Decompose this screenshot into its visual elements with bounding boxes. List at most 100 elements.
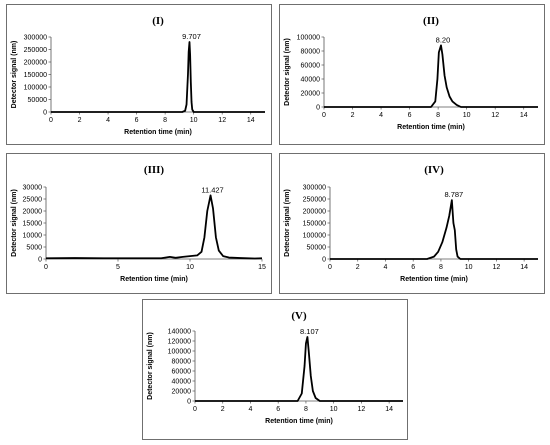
chart-2-x-tick-label: 14 xyxy=(520,112,528,119)
chart-4-x-tick-label: 6 xyxy=(411,264,415,271)
chart-1-x-tick-label: 14 xyxy=(247,117,255,124)
chart-panel-2 xyxy=(279,4,545,145)
chart-2-x-tick-label: 6 xyxy=(408,112,412,119)
chart-1-x-axis-title: Retention time (min) xyxy=(124,129,192,136)
chart-3-x-tick-label: 10 xyxy=(186,264,194,271)
chart-3-y-tick-label: 20000 xyxy=(23,208,43,215)
chart-3-peak-label: 11.427 xyxy=(201,185,223,194)
chart-2-x-tick-label: 4 xyxy=(379,112,383,119)
chart-panel-5 xyxy=(142,299,408,440)
chart-2-peak-label: 8.20 xyxy=(436,35,451,44)
chart-4-y-tick-label: 150000 xyxy=(303,220,326,227)
chart-4-x-tick-label: 14 xyxy=(520,264,528,271)
chart-4-x-tick-label: 12 xyxy=(493,264,501,271)
chart-5-x-tick-label: 10 xyxy=(330,406,338,413)
chart-5-y-tick-label: 140000 xyxy=(168,328,191,335)
chart-5-x-tick-label: 4 xyxy=(249,406,253,413)
chart-3-x-tick-label: 15 xyxy=(258,264,266,271)
chart-3-x-tick-label: 0 xyxy=(44,264,48,271)
chart-5-y-tick-label: 60000 xyxy=(172,368,192,375)
chart-1-y-tick-label: 0 xyxy=(43,109,47,116)
chart-1-x-tick-label: 0 xyxy=(49,117,53,124)
chart-5-peak-label: 8.107 xyxy=(300,327,319,336)
chart-5-y-tick-label: 120000 xyxy=(168,338,191,345)
chart-2-panel-title: (II) xyxy=(423,15,439,27)
chart-5-y-tick-label: 0 xyxy=(187,398,191,405)
chart-2-y-axis-title: Detector signal (nm) xyxy=(284,38,291,106)
chart-2-y-tick-label: 80000 xyxy=(301,48,321,55)
chart-2-x-tick-label: 8 xyxy=(436,112,440,119)
chart-4-y-tick-label: 300000 xyxy=(303,184,326,191)
chart-5-y-tick-label: 40000 xyxy=(172,378,192,385)
chart-4-x-tick-label: 2 xyxy=(356,264,360,271)
chart-5-x-tick-label: 12 xyxy=(358,406,366,413)
chart-4-peak-label: 8.787 xyxy=(444,190,463,199)
chart-1-panel-title: (I) xyxy=(152,15,164,27)
chart-4-panel-title: (IV) xyxy=(424,164,444,176)
chart-3-y-tick-label: 5000 xyxy=(26,244,42,251)
chart-2-y-tick-label: 60000 xyxy=(301,62,321,69)
chart-3-y-tick-label: 30000 xyxy=(23,184,43,191)
chart-5-y-tick-label: 20000 xyxy=(172,388,192,395)
chart-3-x-axis-title: Retention time (min) xyxy=(120,276,188,283)
chart-5-x-tick-label: 8 xyxy=(304,406,308,413)
chart-4-y-tick-label: 0 xyxy=(322,256,326,263)
chart-3-y-tick-label: 15000 xyxy=(23,220,43,227)
chart-1-series-line xyxy=(51,41,265,113)
chart-2-x-tick-label: 0 xyxy=(322,112,326,119)
chart-1-y-tick-label: 300000 xyxy=(24,34,47,41)
chart-1-x-tick-label: 4 xyxy=(106,117,110,124)
chart-4-y-tick-label: 250000 xyxy=(303,196,326,203)
chart-2-x-tick-label: 10 xyxy=(463,112,471,119)
chart-3-series-line xyxy=(45,194,263,260)
chart-panel-3 xyxy=(6,153,272,294)
chart-5-panel-title: (V) xyxy=(291,310,307,322)
chart-5-y-axis-title: Detector signal (nm) xyxy=(147,332,154,400)
chart-2-x-tick-label: 2 xyxy=(351,112,355,119)
chart-1-x-tick-label: 10 xyxy=(190,117,198,124)
chart-2-x-axis-title: Retention time (min) xyxy=(397,124,465,131)
chart-5-x-tick-label: 2 xyxy=(221,406,225,413)
chart-5-y-tick-label: 80000 xyxy=(172,358,192,365)
chart-3-y-tick-label: 0 xyxy=(38,256,42,263)
chart-2-y-tick-label: 40000 xyxy=(301,76,321,83)
chart-4-y-tick-label: 100000 xyxy=(303,232,326,239)
chart-5-x-tick-label: 0 xyxy=(193,406,197,413)
chart-4-y-tick-label: 50000 xyxy=(307,244,327,251)
chart-1-x-tick-label: 12 xyxy=(218,117,226,124)
chart-2-series-line xyxy=(324,44,538,108)
chart-3-y-tick-label: 10000 xyxy=(23,232,43,239)
chart-4-x-axis-title: Retention time (min) xyxy=(400,276,468,283)
chart-4-x-tick-label: 0 xyxy=(328,264,332,271)
chart-2-y-tick-label: 100000 xyxy=(297,34,320,41)
chart-1-x-tick-label: 6 xyxy=(135,117,139,124)
chart-5-x-tick-label: 14 xyxy=(385,406,393,413)
chart-panel-4 xyxy=(279,153,545,294)
chart-4-x-tick-label: 4 xyxy=(384,264,388,271)
chart-1-x-tick-label: 2 xyxy=(78,117,82,124)
chart-3-x-tick-label: 5 xyxy=(116,264,120,271)
chart-1-y-tick-label: 100000 xyxy=(24,84,47,91)
chart-4-y-tick-label: 200000 xyxy=(303,208,326,215)
chart-5-x-tick-label: 6 xyxy=(276,406,280,413)
chart-1-peak-label: 9.707 xyxy=(182,32,201,41)
chart-1-y-axis-title: Detector signal (nm) xyxy=(11,41,18,109)
chart-3-panel-title: (III) xyxy=(144,164,165,176)
chart-5-x-axis-title: Retention time (min) xyxy=(265,418,333,425)
chart-1-y-tick-label: 150000 xyxy=(24,72,47,79)
chart-3-y-axis-title: Detector signal (nm) xyxy=(11,189,18,257)
chart-1-x-tick-label: 8 xyxy=(163,117,167,124)
chart-2-y-tick-label: 0 xyxy=(316,104,320,111)
chart-1-y-tick-label: 50000 xyxy=(28,97,48,104)
chart-1-y-tick-label: 200000 xyxy=(24,59,47,66)
chart-2-y-tick-label: 20000 xyxy=(301,90,321,97)
chart-5-series-line xyxy=(195,336,403,402)
chart-4-x-tick-label: 10 xyxy=(465,264,473,271)
chart-4-x-tick-label: 8 xyxy=(439,264,443,271)
chart-4-y-axis-title: Detector signal (nm) xyxy=(284,189,291,257)
chart-1-y-tick-label: 250000 xyxy=(24,47,47,54)
chart-4-series-line xyxy=(330,199,538,260)
chart-2-x-tick-label: 12 xyxy=(491,112,499,119)
chart-3-y-tick-label: 25000 xyxy=(23,196,43,203)
